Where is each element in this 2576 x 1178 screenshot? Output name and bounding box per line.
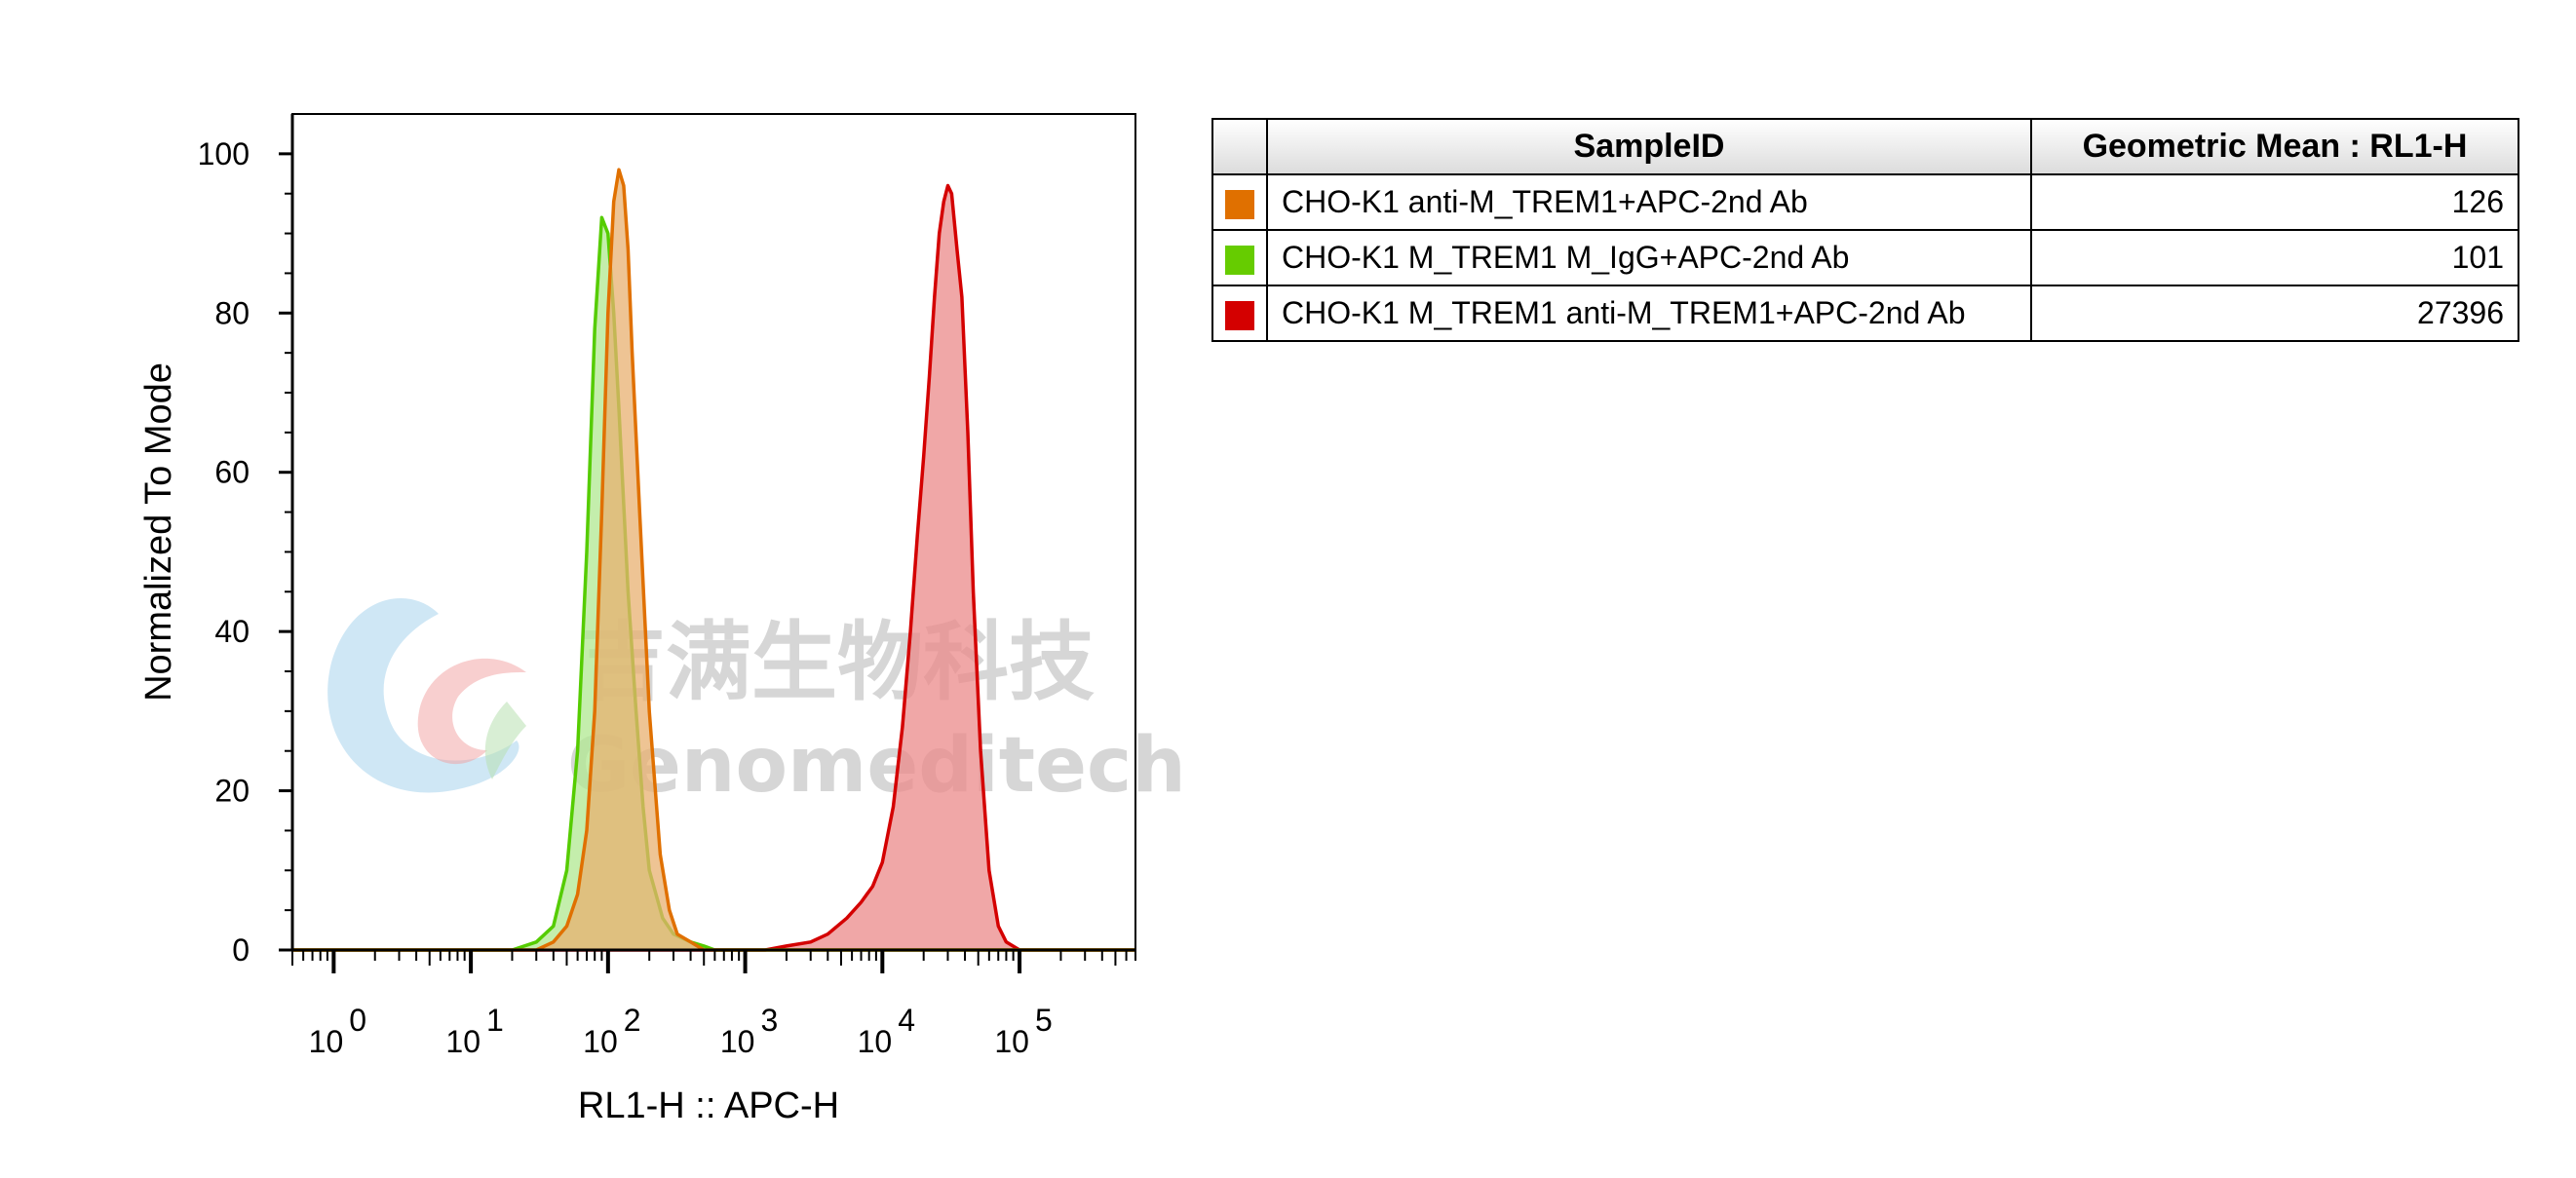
legend-swatch [1225,189,1254,219]
series-line-0 [292,183,1135,952]
y-axis-label: Normalized To Mode [138,362,179,702]
y-tick-label: 0 [232,932,250,968]
y-tick-label: 100 [198,136,250,171]
legend-geomean-value: 126 [2030,173,2519,231]
watermark-logo-icon [327,598,526,793]
y-tick-label: 40 [214,614,250,649]
legend-swatch [1225,245,1254,275]
legend-header-sample: SampleID [1266,118,2032,175]
y-ticks: 0 20 40 60 80 100 [198,136,292,968]
x-tick-label: 101 [445,1003,503,1059]
x-tick-label: 105 [994,1003,1052,1059]
x-tick-label: 102 [583,1003,640,1059]
legend-geomean-value: 101 [2030,229,2519,286]
watermark-en-text: Genomeditech [567,722,1186,810]
x-tick-label: 103 [720,1003,778,1059]
x-tick-label: 104 [858,1003,915,1059]
y-tick-label: 80 [214,295,250,330]
legend-geomean-value: 27396 [2030,285,2519,342]
x-axis-label: RL1-H :: APC-H [578,1085,839,1126]
x-ticks: 100 101 102 103 104 105 [291,950,1136,1059]
series-area-2 [536,170,705,950]
legend-sample-name: CHO-K1 anti-M_TREM1+APC-2nd Ab [1266,173,2032,231]
series-layer [292,168,1135,952]
watermark: 吉满生物科技 Genomeditech [327,598,1186,810]
legend-sample-name: CHO-K1 M_TREM1 M_IgG+APC-2nd Ab [1266,229,2032,286]
legend-sample-name: CHO-K1 M_TREM1 anti-M_TREM1+APC-2nd Ab [1266,285,2032,342]
legend-table: SampleID Geometric Mean : RL1-H CHO-K1 a… [1211,118,2519,342]
legend-header-row: SampleID Geometric Mean : RL1-H [1211,118,2519,175]
y-tick-label: 60 [214,455,250,490]
series-area-0 [765,185,1020,950]
legend-header-swatch [1211,118,1268,175]
legend-row: CHO-K1 anti-M_TREM1+APC-2nd Ab 126 [1211,173,2519,231]
x-tick-label: 100 [309,1003,366,1059]
legend-header-metric: Geometric Mean : RL1-H [2030,118,2519,175]
legend-row: CHO-K1 M_TREM1 M_IgG+APC-2nd Ab 101 [1211,229,2519,286]
series-line-2 [292,168,1135,952]
watermark-cn-text: 吉满生物科技 [580,612,1095,712]
y-tick-label: 20 [214,774,250,809]
series-line-1 [292,215,1135,952]
plot-frame [291,113,1136,951]
legend-row: CHO-K1 M_TREM1 anti-M_TREM1+APC-2nd Ab 2… [1211,285,2519,342]
legend-swatch [1225,300,1254,330]
